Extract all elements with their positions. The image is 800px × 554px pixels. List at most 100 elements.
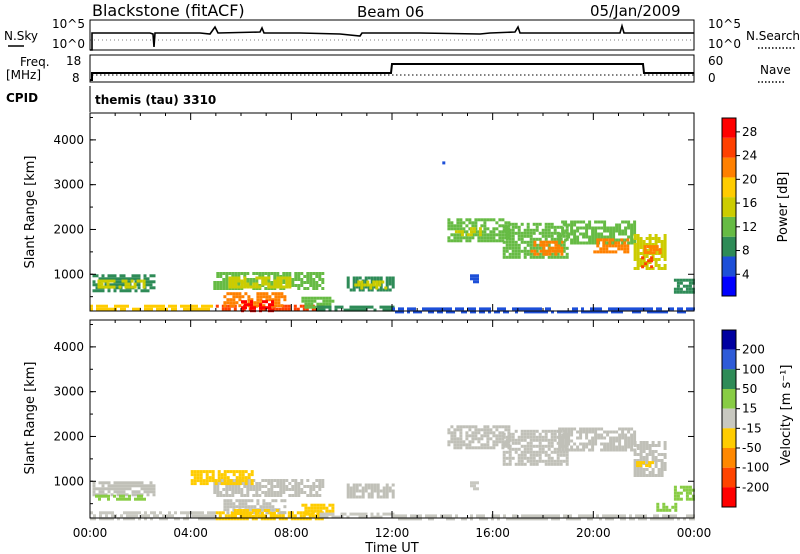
velocity-cell-2 bbox=[213, 517, 216, 521]
velocity-x-axis: 00:00 04:00 08:00 12:00 16:00 20:00 00:00 bbox=[73, 320, 711, 540]
power-cell-11 bbox=[357, 280, 361, 284]
power-cell-15 bbox=[505, 246, 509, 250]
power-cell-16 bbox=[560, 246, 564, 250]
power-cell-13 bbox=[486, 239, 490, 243]
power-cell-0 bbox=[95, 289, 99, 293]
velocity-cell-4 bbox=[244, 499, 248, 503]
velocity-cell-0 bbox=[95, 487, 99, 491]
velocity-cell-9 bbox=[361, 515, 365, 519]
velocity-cell-14 bbox=[582, 427, 586, 431]
velocity-cell-6 bbox=[246, 482, 250, 485]
power-cell-14 bbox=[478, 230, 482, 234]
power-cell-7 bbox=[261, 282, 265, 286]
power-cell-10 bbox=[346, 282, 350, 286]
power-cell-6 bbox=[291, 281, 295, 284]
velocity-cell-13 bbox=[550, 429, 554, 433]
velocity-cell-14 bbox=[618, 433, 622, 437]
power-cell-12 bbox=[428, 307, 431, 311]
velocity-cell-14 bbox=[609, 436, 613, 440]
velocity-cell-4 bbox=[238, 499, 242, 503]
velocity-cell-11 bbox=[602, 514, 605, 518]
velocity-cell-12 bbox=[477, 431, 481, 435]
velocity-cell-11 bbox=[605, 514, 608, 518]
velocity-cell-11 bbox=[590, 514, 593, 518]
velocity-cell-7 bbox=[250, 470, 254, 474]
velocity-cell-7 bbox=[214, 479, 218, 483]
velocity-cell-0 bbox=[143, 487, 147, 491]
power-cell-15 bbox=[562, 234, 566, 238]
power-cell-7 bbox=[246, 282, 250, 286]
velocity-cell-14 bbox=[594, 430, 598, 434]
power-cell-6 bbox=[306, 272, 310, 275]
velocity-cell-9 bbox=[385, 512, 389, 516]
velocity-cell-6 bbox=[249, 488, 253, 491]
power-cell-15 bbox=[514, 255, 518, 259]
velocity-cell-14 bbox=[624, 445, 628, 449]
velocity-cell-18 bbox=[676, 491, 680, 495]
velocity-cell-4 bbox=[262, 499, 266, 503]
velocity-cell-2 bbox=[111, 511, 114, 515]
velocity-cell-15 bbox=[654, 462, 658, 465]
velocity-cell-5 bbox=[233, 515, 237, 518]
power-cell-0 bbox=[134, 289, 138, 293]
velocity-cell-8 bbox=[331, 506, 335, 510]
velocity-cell-6 bbox=[219, 494, 223, 497]
power-cell-15 bbox=[523, 249, 527, 253]
power-cell-13 bbox=[477, 218, 481, 222]
velocity-cell-14 bbox=[627, 427, 631, 431]
power-cell-17 bbox=[588, 223, 592, 227]
power-cell-6 bbox=[309, 275, 313, 278]
power-ytick-label-1: 2000 bbox=[53, 222, 84, 236]
velocity-cell-10 bbox=[361, 495, 365, 499]
velocity-cell-3 bbox=[221, 517, 225, 521]
power-cell-9 bbox=[322, 305, 326, 309]
velocity-cell-0 bbox=[92, 487, 96, 491]
velocity-cell-6 bbox=[219, 479, 223, 482]
velocity-cell-12 bbox=[465, 437, 469, 441]
power-cell-18 bbox=[593, 250, 597, 254]
velocity-cell-2 bbox=[186, 517, 189, 521]
power-cell-12 bbox=[536, 310, 539, 314]
velocity-cell-11 bbox=[401, 514, 404, 518]
power-cell-18 bbox=[605, 250, 609, 254]
power-cell-15 bbox=[505, 225, 509, 229]
power-cell-12 bbox=[614, 307, 617, 311]
velocity-cell-3 bbox=[224, 514, 228, 518]
power-cell-17 bbox=[576, 235, 580, 239]
power-cell-7 bbox=[276, 282, 280, 286]
velocity-cell-11 bbox=[506, 517, 509, 521]
velocity-cell-15 bbox=[642, 474, 646, 477]
velocity-cell-6 bbox=[297, 488, 301, 491]
velocity-cell-5 bbox=[272, 512, 276, 515]
power-cell-12 bbox=[620, 310, 623, 314]
power-cell-13 bbox=[477, 239, 481, 243]
velocity-cell-6 bbox=[252, 488, 256, 491]
velocity-cell-5 bbox=[239, 509, 243, 512]
velocity-cell-7 bbox=[202, 482, 206, 486]
velocity-cell-2 bbox=[207, 517, 210, 521]
velocity-cell-4 bbox=[268, 502, 272, 506]
power-cell-6 bbox=[249, 281, 253, 284]
velocity-cell-13 bbox=[544, 429, 548, 433]
velocity-cell-5 bbox=[254, 512, 258, 515]
power-cell-6 bbox=[237, 272, 241, 275]
velocity-cell-1 bbox=[137, 494, 140, 498]
power-cell-2 bbox=[96, 307, 99, 311]
power-cell-6 bbox=[231, 272, 235, 275]
velocity-cell-1 bbox=[116, 497, 119, 501]
power-cell-7 bbox=[264, 282, 268, 286]
power-cell-15 bbox=[547, 231, 551, 235]
power-cell-2 bbox=[144, 307, 147, 311]
velocity-cell-12 bbox=[480, 443, 484, 447]
power-cell-22 bbox=[676, 290, 680, 294]
velocity-cell-7 bbox=[193, 479, 197, 483]
velocity-cell-4 bbox=[280, 499, 284, 503]
power-cell-15 bbox=[535, 255, 539, 259]
power-cell-12 bbox=[530, 307, 533, 311]
velocity-cell-18 bbox=[691, 488, 695, 492]
power-cell-16 bbox=[545, 252, 549, 256]
power-cell-6 bbox=[252, 278, 256, 281]
power-cell-15 bbox=[547, 222, 551, 226]
power-cell-9 bbox=[349, 308, 353, 312]
velocity-cell-7 bbox=[238, 476, 242, 480]
